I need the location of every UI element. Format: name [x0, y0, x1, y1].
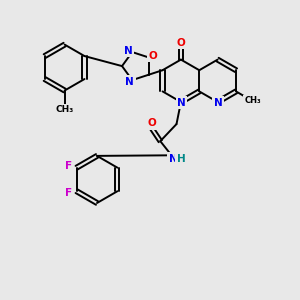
Text: H: H [176, 154, 185, 164]
Text: N: N [214, 98, 223, 108]
Text: O: O [176, 38, 185, 47]
Text: F: F [65, 188, 72, 198]
Text: N: N [177, 98, 186, 108]
Text: CH₃: CH₃ [245, 96, 261, 105]
Text: N: N [169, 154, 177, 164]
Text: F: F [65, 161, 72, 171]
Text: O: O [147, 118, 156, 128]
Text: CH₃: CH₃ [56, 105, 74, 114]
Text: N: N [124, 46, 133, 56]
Text: N: N [125, 76, 134, 87]
Text: O: O [149, 51, 158, 61]
